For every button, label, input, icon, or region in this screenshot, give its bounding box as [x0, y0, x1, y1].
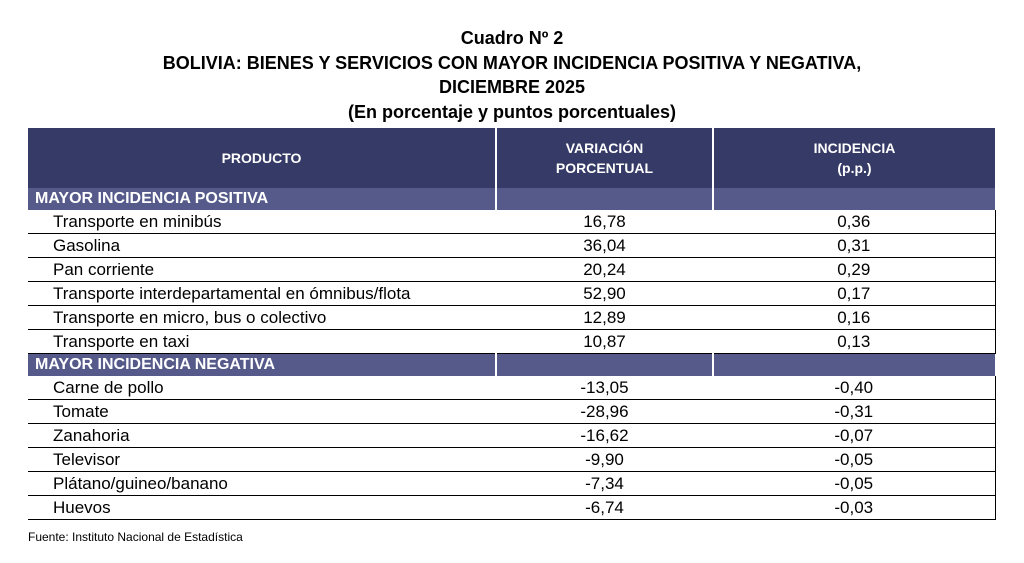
value-cell: 0,13 — [713, 329, 996, 354]
section-row: MAYOR INCIDENCIA POSITIVA — [28, 188, 995, 210]
section-cell — [496, 353, 714, 376]
data-row: Transporte en micro, bus o colectivo 12,8… — [28, 305, 996, 330]
header-row: PRODUCTO VARIACIÓN PORCENTUAL INCIDENCIA (p.… — [28, 128, 995, 188]
product-cell: Zanahoria — [28, 423, 496, 448]
product-cell: Tomate — [28, 399, 496, 424]
value-cell: -0,05 — [713, 471, 996, 496]
table-body: MAYOR INCIDENCIA POSITIVA Transporte en m… — [28, 188, 996, 520]
product-cell: Pan corriente — [28, 257, 496, 282]
product-cell: Transporte interdepartamental en ómnibus… — [28, 281, 496, 306]
product-cell: Plátano/guineo/banano — [28, 471, 496, 496]
column-header-line: PRODUCTO — [221, 150, 302, 166]
section-row: MAYOR INCIDENCIA NEGATIVA — [28, 353, 995, 376]
data-row: Transporte en minibús 16,78 0,36 — [28, 210, 996, 234]
product-cell: Transporte en micro, bus o colectivo — [28, 305, 496, 330]
value-cell: -0,31 — [713, 399, 996, 424]
column-header-line: (p.p.) — [837, 160, 872, 176]
column-header-line: INCIDENCIA — [813, 140, 896, 156]
section-label: MAYOR INCIDENCIA POSITIVA — [28, 188, 497, 210]
value-cell: 20,24 — [496, 257, 713, 282]
value-cell: -6,74 — [496, 495, 713, 520]
column-header: PRODUCTO — [28, 128, 497, 188]
column-header-line: VARIACIÓN — [565, 140, 644, 156]
value-cell: 0,17 — [713, 281, 996, 306]
data-row: Televisor -9,90 -0,05 — [28, 447, 996, 472]
units: (En porcentaje y puntos porcentuales) — [347, 102, 677, 122]
subtitle: BOLIVIA: BIENES Y SERVICIOS CON MAYOR IN… — [162, 53, 862, 73]
data-row: Carne de pollo -13,05 -0,40 — [28, 376, 996, 400]
data-row: Pan corriente 20,24 0,29 — [28, 257, 996, 282]
product-cell: Carne de pollo — [28, 376, 496, 400]
value-cell: 0,36 — [713, 210, 996, 234]
column-header-line: PORCENTUAL — [555, 160, 654, 176]
data-row: Plátano/guineo/banano -7,34 -0,05 — [28, 471, 996, 496]
column-header: VARIACIÓN PORCENTUAL — [496, 128, 714, 188]
value-cell: -16,62 — [496, 423, 713, 448]
subtitle: DICIEMBRE 2025 — [438, 77, 586, 97]
value-cell: 0,29 — [713, 257, 996, 282]
product-cell: Transporte en minibús — [28, 210, 496, 234]
product-cell: Televisor — [28, 447, 496, 472]
data-row: Transporte en taxi 10,87 0,13 — [28, 329, 996, 354]
value-cell: -13,05 — [496, 376, 713, 400]
column-header: INCIDENCIA (p.p.) — [713, 128, 995, 188]
data-row: Zanahoria -16,62 -0,07 — [28, 423, 996, 448]
data-row: Transporte interdepartamental en ómnibus… — [28, 281, 996, 306]
value-cell: 12,89 — [496, 305, 713, 330]
value-cell: -0,05 — [713, 447, 996, 472]
value-cell: -0,07 — [713, 423, 996, 448]
value-cell: -7,34 — [496, 471, 713, 496]
section-label: MAYOR INCIDENCIA NEGATIVA — [28, 353, 497, 376]
title: Cuadro Nº 2 — [460, 28, 564, 48]
value-cell: 52,90 — [496, 281, 713, 306]
value-cell: 0,16 — [713, 305, 996, 330]
product-cell: Gasolina — [28, 233, 496, 258]
product-cell: Transporte en taxi — [28, 329, 496, 354]
source: Fuente: Instituto Nacional de Estadístic… — [28, 530, 243, 544]
data-row: Gasolina 36,04 0,31 — [28, 233, 996, 258]
value-cell: -0,40 — [713, 376, 996, 400]
value-cell: -0,03 — [713, 495, 996, 520]
value-cell: 10,87 — [496, 329, 713, 354]
section-cell — [713, 188, 995, 210]
data-row: Tomate -28,96 -0,31 — [28, 399, 996, 424]
section-cell — [496, 188, 714, 210]
value-cell: 0,31 — [713, 233, 996, 258]
section-cell — [713, 353, 995, 376]
table: PRODUCTO VARIACIÓN PORCENTUAL INCIDENCIA (p.… — [28, 128, 996, 520]
value-cell: -28,96 — [496, 399, 713, 424]
product-cell: Huevos — [28, 495, 496, 520]
value-cell: 36,04 — [496, 233, 713, 258]
value-cell: 16,78 — [496, 210, 713, 234]
value-cell: -9,90 — [496, 447, 713, 472]
data-row: Huevos -6,74 -0,03 — [28, 495, 996, 520]
